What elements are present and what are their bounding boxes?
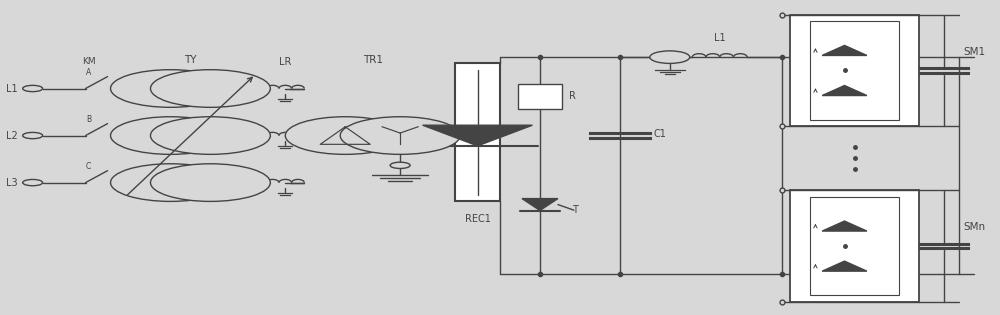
Text: SMn: SMn bbox=[963, 222, 985, 232]
Text: L3: L3 bbox=[6, 178, 18, 188]
Text: TR1: TR1 bbox=[363, 55, 383, 65]
Circle shape bbox=[390, 162, 410, 169]
Polygon shape bbox=[822, 85, 867, 95]
Text: T: T bbox=[572, 205, 578, 215]
Text: L1: L1 bbox=[714, 33, 726, 43]
Circle shape bbox=[23, 132, 43, 139]
Bar bbox=[455, 63, 500, 201]
Text: L1: L1 bbox=[6, 83, 18, 94]
Circle shape bbox=[150, 117, 270, 154]
Polygon shape bbox=[822, 45, 867, 55]
Text: TY: TY bbox=[184, 55, 197, 65]
Text: C: C bbox=[86, 163, 91, 171]
Text: B: B bbox=[86, 115, 91, 124]
Circle shape bbox=[650, 51, 690, 63]
Text: SM1: SM1 bbox=[963, 47, 985, 57]
Circle shape bbox=[150, 164, 270, 201]
Bar bbox=[810, 197, 899, 295]
Circle shape bbox=[111, 70, 230, 107]
Text: A: A bbox=[86, 68, 91, 77]
Circle shape bbox=[111, 164, 230, 201]
Text: L2: L2 bbox=[6, 130, 18, 140]
Circle shape bbox=[340, 117, 460, 154]
Circle shape bbox=[23, 180, 43, 186]
Text: KM: KM bbox=[82, 57, 95, 66]
Polygon shape bbox=[423, 125, 532, 146]
Text: REC1: REC1 bbox=[465, 214, 490, 224]
Bar bbox=[810, 21, 899, 120]
Circle shape bbox=[111, 117, 230, 154]
Bar bbox=[790, 191, 919, 302]
Text: C1: C1 bbox=[653, 129, 666, 139]
Text: LR: LR bbox=[279, 57, 291, 67]
Circle shape bbox=[285, 117, 405, 154]
Text: R: R bbox=[569, 91, 576, 101]
Bar bbox=[790, 15, 919, 126]
Polygon shape bbox=[522, 198, 558, 210]
Polygon shape bbox=[822, 221, 867, 231]
Circle shape bbox=[150, 70, 270, 107]
Bar bbox=[518, 84, 562, 109]
Circle shape bbox=[23, 85, 43, 92]
Polygon shape bbox=[822, 261, 867, 271]
